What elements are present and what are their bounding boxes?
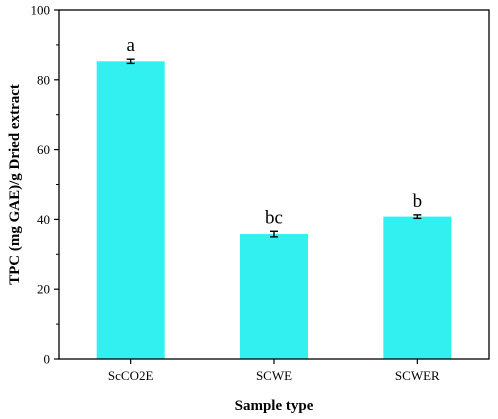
- bar-scwe: [240, 234, 308, 359]
- bar-scco2e: [96, 61, 165, 359]
- bar-scwer: [383, 216, 452, 359]
- significance-label: b: [413, 191, 423, 212]
- y-tick-label: 20: [37, 282, 50, 297]
- y-tick-label: 40: [37, 212, 50, 227]
- significance-label: a: [126, 35, 135, 56]
- y-tick-label: 0: [44, 352, 51, 367]
- x-tick-label: ScCO2E: [108, 368, 154, 383]
- y-tick-label: 60: [37, 142, 50, 157]
- y-tick-label: 100: [31, 3, 51, 18]
- y-axis-label: TPC (mg GAE)/g Dried extract: [7, 84, 23, 285]
- x-axis-label: Sample type: [235, 398, 314, 414]
- bars-layer: [96, 61, 452, 359]
- y-axis-ticks: 0 20 40 60 80 100: [31, 3, 59, 367]
- x-tick-label: SCWE: [256, 368, 292, 383]
- significance-labels-layer: a bc b: [126, 35, 422, 228]
- significance-label: bc: [265, 207, 283, 228]
- y-tick-label: 80: [37, 72, 50, 87]
- x-axis-ticks: ScCO2E SCWE SCWER: [108, 359, 440, 383]
- x-tick-label: SCWER: [395, 368, 440, 383]
- error-bars-layer: [126, 58, 422, 238]
